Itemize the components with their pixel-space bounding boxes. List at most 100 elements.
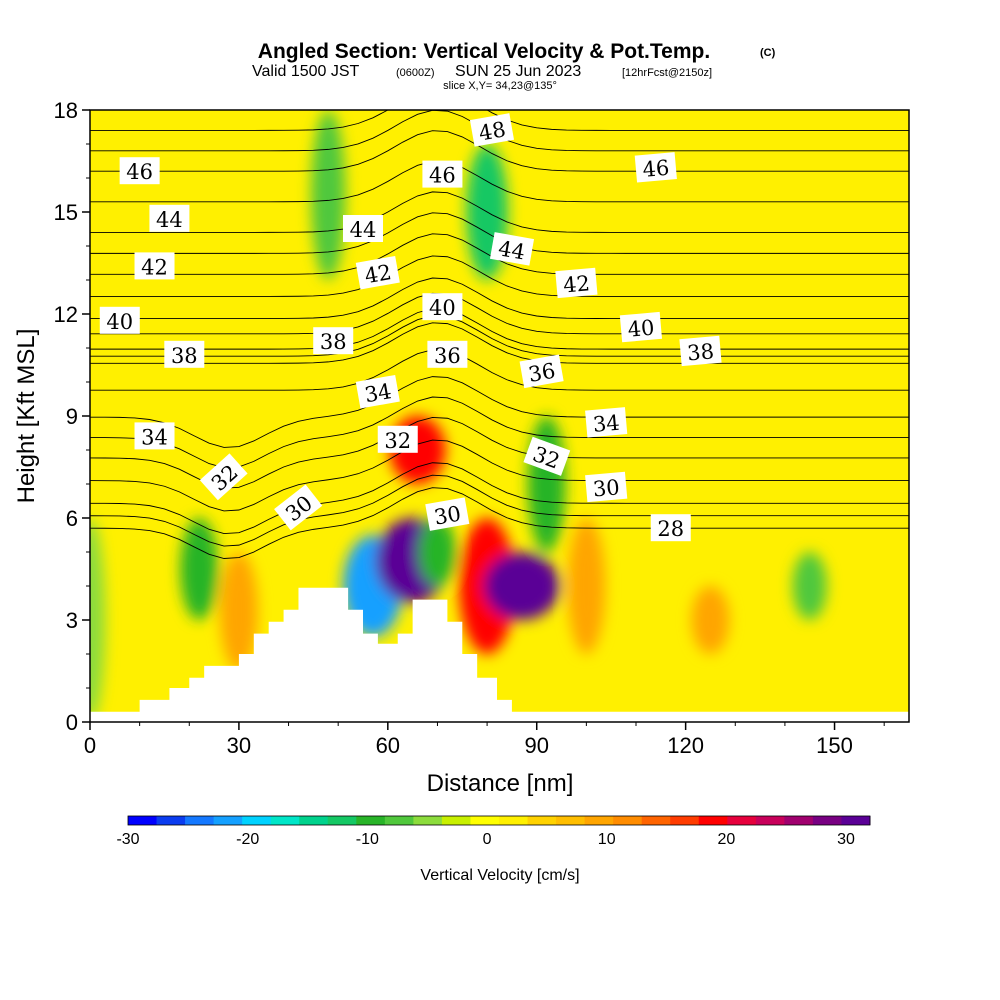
- colorbar-tick-label: -10: [356, 831, 379, 848]
- x-tick-label: 150: [816, 733, 853, 758]
- contour-label-text: 36: [527, 359, 557, 387]
- contour-label: 44: [343, 215, 383, 242]
- valid-date: SUN 25 Jun 2023: [455, 63, 581, 80]
- contour-label: 30: [585, 471, 628, 503]
- contour-line-39: [90, 292, 909, 335]
- colorbar-swatch: [156, 816, 186, 825]
- contour-line-36: [90, 322, 909, 364]
- x-tick-label: 30: [227, 733, 251, 758]
- colorbar-swatch: [784, 816, 814, 825]
- colorbar-tick-label: 20: [717, 831, 735, 848]
- copyright-mark: (C): [760, 47, 776, 59]
- velocity-cell-2: [180, 518, 219, 620]
- contour-label-text: 36: [434, 344, 461, 368]
- contour-label-text: 30: [432, 501, 462, 529]
- colorbar-swatch: [128, 816, 158, 825]
- contour-label: 38: [313, 327, 354, 355]
- colorbar-swatch: [242, 816, 272, 825]
- colorbar-swatch: [641, 816, 671, 825]
- contour-label-text: 38: [686, 339, 715, 365]
- y-tick-label: 3: [66, 608, 78, 633]
- colorbar-swatch: [185, 816, 215, 825]
- slice-info: slice X,Y= 34,23@135°: [443, 80, 557, 92]
- colorbar-swatch: [584, 816, 614, 825]
- colorbar-swatch: [384, 816, 414, 825]
- contour-label-text: 46: [642, 156, 671, 182]
- colorbar: -30 -20 -10 0 10 20 30: [116, 815, 871, 848]
- contour-label: 34: [134, 422, 175, 450]
- contour-label-text: 44: [350, 218, 377, 242]
- colorbar-swatch: [299, 816, 329, 825]
- contour-line-29: [90, 474, 909, 547]
- x-axis: 0 30 60 90 120 150: [84, 722, 885, 758]
- colorbar-swatch: [698, 816, 728, 825]
- colorbar-swatch: [727, 816, 757, 825]
- contour-label-text: 48: [477, 117, 507, 145]
- contour-label: 42: [134, 252, 175, 280]
- contour-label-text: 46: [126, 160, 153, 184]
- contour-line-28: [90, 487, 909, 559]
- y-tick-label: 18: [54, 98, 78, 123]
- velocity-cell-15: [792, 552, 827, 620]
- contour-line-35: [90, 349, 909, 391]
- x-tick-label: 120: [667, 733, 704, 758]
- colorbar-tick-label: -20: [236, 831, 259, 848]
- contour-line-31: [90, 439, 909, 512]
- contour-label-text: 34: [363, 379, 393, 407]
- colorbar-tick-label: 10: [598, 831, 616, 848]
- colorbar-swatch: [527, 816, 557, 825]
- y-tick-label: 12: [54, 302, 78, 327]
- y-tick-label: 15: [54, 200, 78, 225]
- velocity-cell-13: [567, 518, 606, 654]
- colorbar-swatch: [441, 816, 471, 825]
- velocity-cell-10: [483, 552, 560, 620]
- potential-temperature-contours: [90, 110, 909, 559]
- contour-label: 40: [422, 293, 463, 321]
- contour-label: 28: [650, 514, 691, 542]
- colorbar-swatch: [499, 816, 529, 825]
- contour-label: 30: [425, 497, 470, 531]
- forecast-info: [12hrFcst@2150z]: [622, 67, 712, 79]
- y-tick-label: 6: [66, 506, 78, 531]
- contour-label-text: 38: [320, 330, 347, 354]
- colorbar-swatch: [613, 816, 643, 825]
- chart-subtitle: Valid 1500 JST (0600Z) SUN 25 Jun 2023 […: [252, 63, 712, 80]
- contour-label-text: 40: [429, 296, 456, 320]
- contour-label: 46: [634, 152, 677, 183]
- plot-area: [90, 110, 909, 722]
- x-tick-label: 60: [376, 733, 400, 758]
- contour-label-text: 44: [156, 208, 183, 232]
- contour-label-text: 42: [363, 260, 393, 288]
- contour-line-37: [90, 315, 909, 357]
- contour-line-30: [90, 462, 909, 535]
- contour-label-text: 28: [657, 517, 684, 541]
- contour-label: 40: [99, 306, 140, 334]
- colorbar-swatch: [841, 816, 871, 825]
- velocity-cell-0: [90, 518, 106, 722]
- y-tick-label: 0: [66, 710, 78, 735]
- contour-line-45: [90, 160, 909, 203]
- contour-label-text: 30: [592, 475, 621, 501]
- contour-line-38: [90, 308, 909, 350]
- contour-label-text: 32: [384, 429, 411, 453]
- contour-label: 42: [355, 255, 400, 290]
- y-tick-label: 9: [66, 404, 78, 429]
- contour-label: 38: [679, 335, 722, 367]
- terrain: [90, 587, 909, 722]
- contour-label: 48: [469, 113, 515, 147]
- contour-label: 46: [422, 160, 463, 188]
- velocity-cell-3: [219, 552, 258, 671]
- contour-label-text: 34: [141, 425, 168, 449]
- contour-line-40: [90, 277, 909, 319]
- contour-label: 32: [377, 425, 418, 453]
- contour-label: 30: [274, 484, 323, 531]
- contour-label-text: 44: [496, 236, 526, 264]
- colorbar-swatch: [270, 816, 300, 825]
- contour-label-text: 34: [592, 411, 621, 437]
- colorbar-swatch: [356, 816, 386, 825]
- colorbar-title: Vertical Velocity [cm/s]: [420, 867, 579, 884]
- colorbar-swatch: [812, 816, 842, 825]
- x-tick-label: 90: [524, 733, 548, 758]
- y-axis: 0 3 6 9 12 15 18: [54, 98, 90, 735]
